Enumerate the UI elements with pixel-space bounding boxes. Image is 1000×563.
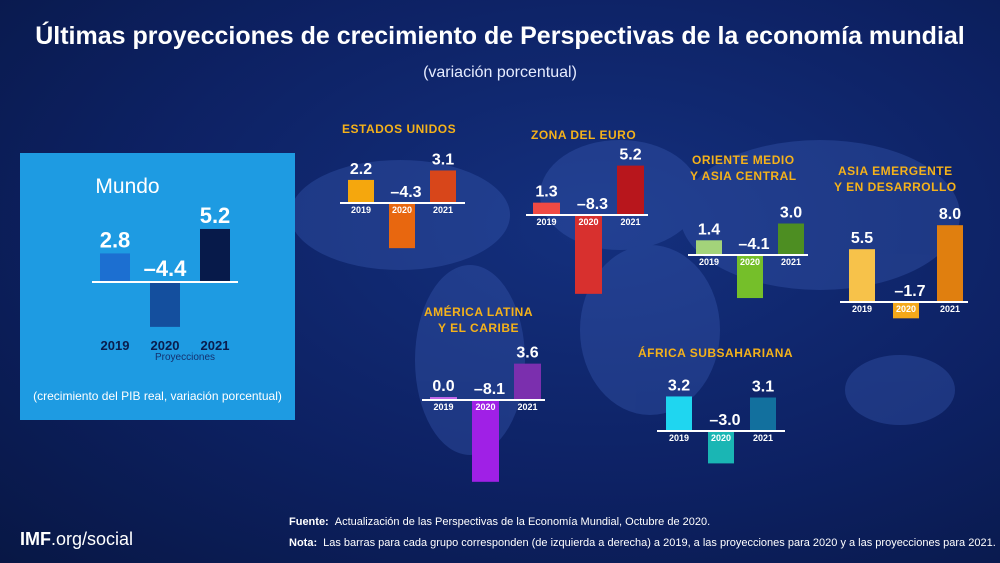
- year-label-1-2019: 2019: [351, 205, 371, 215]
- value-label-1-2020: –4.3: [390, 184, 421, 201]
- bar-0-2020: [150, 282, 180, 327]
- year-label-3-2020: 2020: [740, 257, 760, 267]
- bar-0-2019: [100, 253, 130, 282]
- bar-5-2021: [514, 363, 541, 400]
- page-subtitle: (variación porcentual): [423, 64, 577, 81]
- value-label-3-2019: 1.4: [698, 221, 720, 238]
- year-label-2-2019: 2019: [536, 217, 556, 227]
- page-title: Últimas proyecciones de crecimiento de P…: [35, 22, 965, 50]
- year-label-6-2019: 2019: [669, 433, 689, 443]
- region-title-latam: AMÉRICA LATINA Y EL CARIBE: [424, 305, 533, 335]
- bar-6-2021: [750, 397, 776, 431]
- value-label-0-2019: 2.8: [100, 227, 131, 252]
- value-label-6-2021: 3.1: [752, 379, 774, 396]
- year-label-6-2021: 2021: [753, 433, 773, 443]
- bar-3-2020: [737, 255, 763, 299]
- bar-4-2019: [849, 249, 875, 302]
- logo-rest: .org/social: [51, 529, 134, 549]
- year-label-1-2021: 2021: [433, 205, 453, 215]
- source-text: Actualización de las Perspectivas de la …: [334, 516, 711, 528]
- projections-label: Proyecciones: [154, 352, 216, 363]
- region-title-mideast: ORIENTE MEDIO Y ASIA CENTRAL: [690, 153, 797, 183]
- value-label-0-2021: 5.2: [200, 203, 231, 228]
- bar-4-2021: [937, 225, 963, 302]
- source-footnote: Fuente: Actualización de las Perspectivas…: [289, 516, 710, 528]
- bar-2-2021: [617, 165, 644, 215]
- bar-5-2019: [430, 397, 457, 400]
- value-label-2-2019: 1.3: [535, 184, 557, 201]
- value-label-5-2021: 3.6: [516, 345, 538, 362]
- year-label-3-2019: 2019: [699, 257, 719, 267]
- region-title-asia: ASIA EMERGENTE Y EN DESARROLLO: [834, 164, 957, 194]
- region-title-africa: ÁFRICA SUBSAHARIANA: [638, 346, 794, 360]
- value-label-3-2021: 3.0: [780, 205, 802, 222]
- bar-1-2019: [348, 179, 374, 203]
- year-label-0-2021: 2021: [201, 338, 230, 353]
- note-footnote: Nota: Las barras para cada grupo correspo…: [289, 537, 996, 549]
- value-label-2-2020: –8.3: [577, 196, 608, 213]
- value-label-1-2021: 3.1: [432, 151, 454, 168]
- value-label-6-2020: –3.0: [709, 412, 740, 429]
- year-label-3-2021: 2021: [781, 257, 801, 267]
- bar-1-2021: [430, 170, 456, 203]
- bar-4-2020: [893, 302, 919, 319]
- note-text: Las barras para cada grupo corresponden …: [323, 537, 996, 549]
- bar-6-2019: [666, 396, 692, 431]
- bar-3-2021: [778, 223, 804, 255]
- year-label-4-2019: 2019: [852, 304, 872, 314]
- world-title: Mundo: [95, 175, 160, 198]
- year-label-2-2021: 2021: [620, 217, 640, 227]
- year-label-4-2020: 2020: [896, 304, 916, 314]
- bar-3-2019: [696, 240, 722, 255]
- bar-6-2020: [708, 431, 734, 464]
- value-label-3-2020: –4.1: [738, 236, 769, 253]
- year-label-0-2019: 2019: [101, 338, 130, 353]
- world-note: (crecimiento del PIB real, variación por…: [33, 389, 282, 403]
- year-label-0-2020: 2020: [151, 338, 180, 353]
- note-label: Nota:: [289, 537, 318, 549]
- bar-5-2020: [472, 400, 499, 482]
- year-label-5-2020: 2020: [475, 402, 495, 412]
- year-label-4-2021: 2021: [940, 304, 960, 314]
- year-label-2-2020: 2020: [578, 217, 598, 227]
- value-label-4-2021: 8.0: [939, 206, 961, 223]
- value-label-5-2020: –8.1: [474, 381, 505, 398]
- year-label-5-2019: 2019: [433, 402, 453, 412]
- value-label-5-2019: 0.0: [432, 378, 454, 395]
- region-title-us: ESTADOS UNIDOS: [342, 122, 457, 136]
- value-label-4-2020: –1.7: [894, 283, 925, 300]
- value-label-0-2020: –4.4: [144, 256, 188, 281]
- logo-bold: IMF: [20, 529, 51, 549]
- value-label-1-2019: 2.2: [350, 161, 372, 178]
- year-label-5-2021: 2021: [517, 402, 537, 412]
- year-label-6-2020: 2020: [711, 433, 731, 443]
- bar-0-2021: [200, 228, 230, 282]
- bar-1-2020: [389, 203, 415, 249]
- bar-2-2020: [575, 215, 602, 294]
- year-label-1-2020: 2020: [392, 205, 412, 215]
- value-label-2-2021: 5.2: [619, 147, 641, 164]
- imf-logo: IMF.org/social: [20, 529, 133, 550]
- value-label-4-2019: 5.5: [851, 230, 873, 247]
- value-label-6-2019: 3.2: [668, 377, 690, 394]
- bar-2-2019: [533, 202, 560, 215]
- region-title-euro: ZONA DEL EURO: [531, 128, 637, 142]
- source-label: Fuente:: [289, 516, 329, 528]
